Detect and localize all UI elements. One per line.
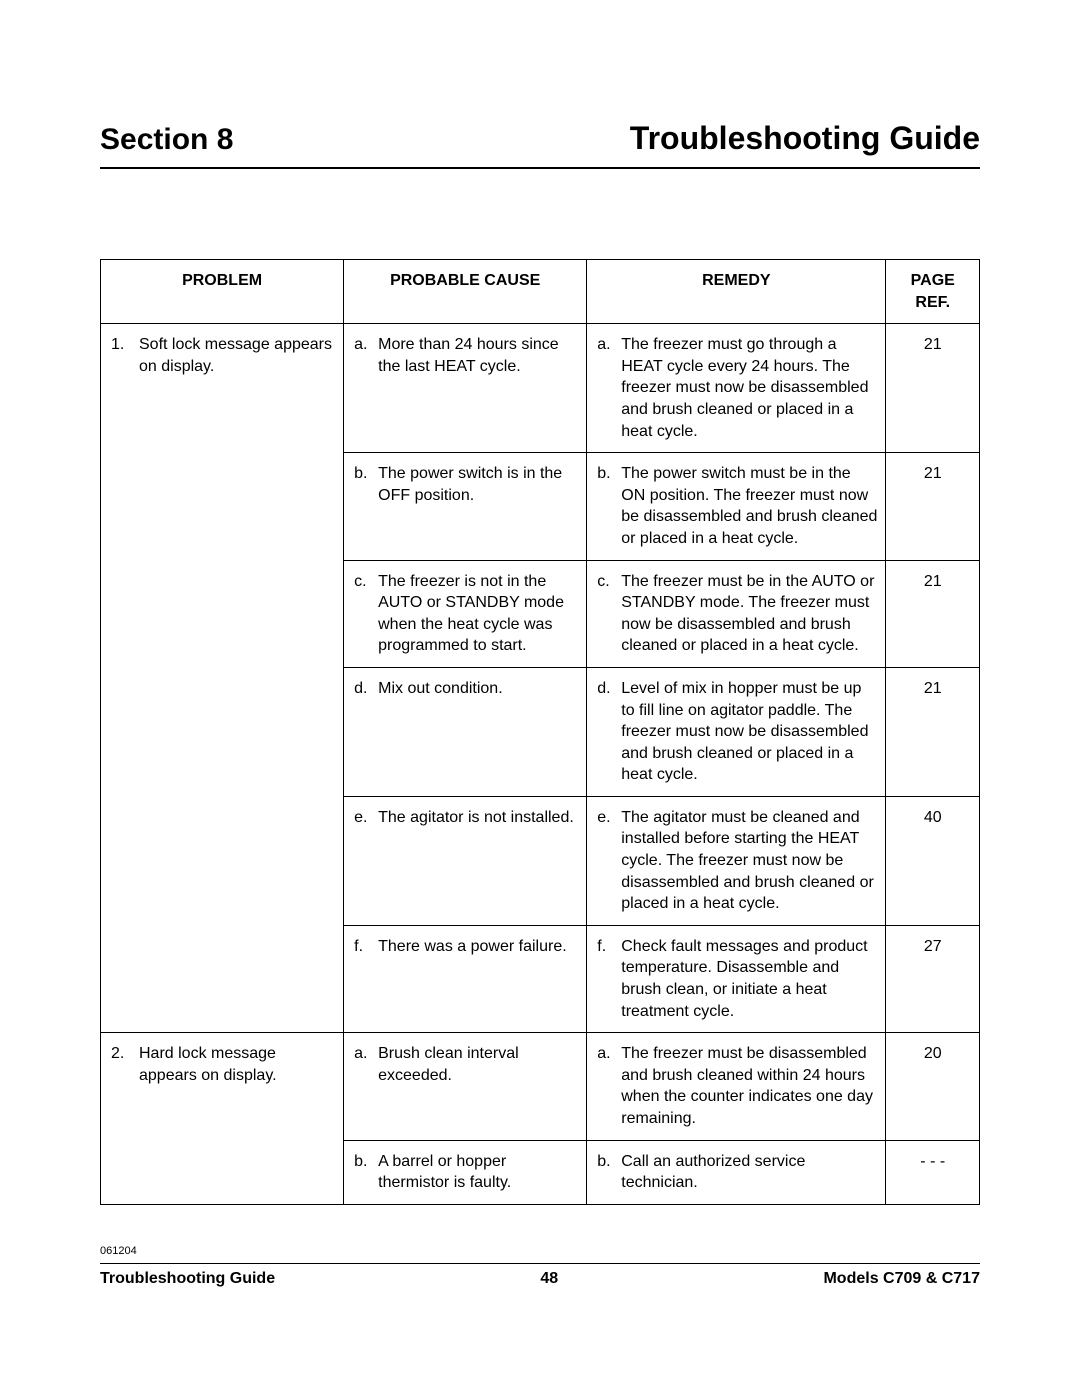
col-header-page: PAGE REF. [886, 260, 980, 324]
remedy-letter: f. [597, 936, 615, 1022]
page-header: Section 8 Troubleshooting Guide [100, 120, 980, 169]
remedy-cell: d. Level of mix in hopper must be up to … [587, 667, 886, 796]
cause-letter: d. [354, 678, 372, 700]
cause-letter: b. [354, 1151, 372, 1194]
col-header-remedy: REMEDY [587, 260, 886, 324]
remedy-cell: a. The freezer must be disassembled and … [587, 1033, 886, 1140]
cause-text: Brush clean interval exceeded. [378, 1043, 578, 1086]
problem-number: 2. [111, 1043, 131, 1086]
remedy-letter: b. [597, 463, 615, 549]
remedy-letter: e. [597, 807, 615, 915]
cause-cell: b. A barrel or hopper thermistor is faul… [344, 1140, 587, 1204]
page-ref-cell: 21 [886, 667, 980, 796]
remedy-cell: f. Check fault messages and product temp… [587, 925, 886, 1032]
remedy-text: Check fault messages and product tempera… [621, 936, 877, 1022]
page-ref-cell: - - - [886, 1140, 980, 1204]
table-row: 1. Soft lock message appears on display.… [101, 324, 980, 453]
cause-letter: a. [354, 334, 372, 377]
footer-left: Troubleshooting Guide [100, 1270, 275, 1288]
remedy-cell: a. The freezer must go through a HEAT cy… [587, 324, 886, 453]
footer-right: Models C709 & C717 [823, 1270, 980, 1288]
cause-cell: a. More than 24 hours since the last HEA… [344, 324, 587, 453]
page-ref-cell: 21 [886, 453, 980, 560]
page-ref-cell: 20 [886, 1033, 980, 1140]
remedy-letter: c. [597, 571, 615, 657]
remedy-text: The power switch must be in the ON posit… [621, 463, 877, 549]
troubleshooting-table: PROBLEM PROBABLE CAUSE REMEDY PAGE REF. … [100, 259, 980, 1205]
page-ref-cell: 40 [886, 796, 980, 925]
remedy-letter: d. [597, 678, 615, 786]
problem-text: Soft lock message appears on display. [139, 334, 335, 377]
document-code: 061204 [100, 1245, 980, 1257]
problem-cell: 2. Hard lock message appears on display. [101, 1033, 344, 1205]
cause-text: The agitator is not installed. [378, 807, 578, 829]
table-row: 2. Hard lock message appears on display.… [101, 1033, 980, 1140]
col-header-problem: PROBLEM [101, 260, 344, 324]
cause-letter: a. [354, 1043, 372, 1086]
cause-text: More than 24 hours since the last HEAT c… [378, 334, 578, 377]
remedy-cell: e. The agitator must be cleaned and inst… [587, 796, 886, 925]
col-header-cause: PROBABLE CAUSE [344, 260, 587, 324]
section-label: Section 8 [100, 123, 233, 157]
remedy-text: The agitator must be cleaned and install… [621, 807, 877, 915]
page-ref-cell: 21 [886, 324, 980, 453]
remedy-text: Call an authorized service technician. [621, 1151, 877, 1194]
cause-cell: b. The power switch is in the OFF positi… [344, 453, 587, 560]
page-title: Troubleshooting Guide [630, 120, 980, 157]
remedy-text: Level of mix in hopper must be up to fil… [621, 678, 877, 786]
cause-cell: f. There was a power failure. [344, 925, 587, 1032]
remedy-text: The freezer must be in the AUTO or STAND… [621, 571, 877, 657]
remedy-letter: b. [597, 1151, 615, 1194]
cause-letter: f. [354, 936, 372, 958]
remedy-cell: b. The power switch must be in the ON po… [587, 453, 886, 560]
page-footer: Troubleshooting Guide 48 Models C709 & C… [100, 1263, 980, 1288]
cause-text: Mix out condition. [378, 678, 578, 700]
footer-page-number: 48 [540, 1270, 558, 1288]
cause-text: The freezer is not in the AUTO or STANDB… [378, 571, 578, 657]
cause-text: The power switch is in the OFF position. [378, 463, 578, 506]
document-page: Section 8 Troubleshooting Guide PROBLEM … [0, 0, 1080, 1348]
remedy-text: The freezer must go through a HEAT cycle… [621, 334, 877, 442]
cause-cell: d. Mix out condition. [344, 667, 587, 796]
remedy-cell: c. The freezer must be in the AUTO or ST… [587, 560, 886, 667]
cause-cell: e. The agitator is not installed. [344, 796, 587, 925]
remedy-letter: a. [597, 1043, 615, 1129]
page-ref-cell: 27 [886, 925, 980, 1032]
remedy-cell: b. Call an authorized service technician… [587, 1140, 886, 1204]
cause-text: There was a power failure. [378, 936, 578, 958]
remedy-text: The freezer must be disassembled and bru… [621, 1043, 877, 1129]
cause-text: A barrel or hopper thermistor is faulty. [378, 1151, 578, 1194]
problem-number: 1. [111, 334, 131, 377]
cause-letter: b. [354, 463, 372, 506]
problem-cell: 1. Soft lock message appears on display. [101, 324, 344, 1033]
table-header-row: PROBLEM PROBABLE CAUSE REMEDY PAGE REF. [101, 260, 980, 324]
cause-letter: c. [354, 571, 372, 657]
cause-cell: c. The freezer is not in the AUTO or STA… [344, 560, 587, 667]
remedy-letter: a. [597, 334, 615, 442]
problem-text: Hard lock message appears on display. [139, 1043, 335, 1086]
page-ref-cell: 21 [886, 560, 980, 667]
cause-letter: e. [354, 807, 372, 829]
cause-cell: a. Brush clean interval exceeded. [344, 1033, 587, 1140]
